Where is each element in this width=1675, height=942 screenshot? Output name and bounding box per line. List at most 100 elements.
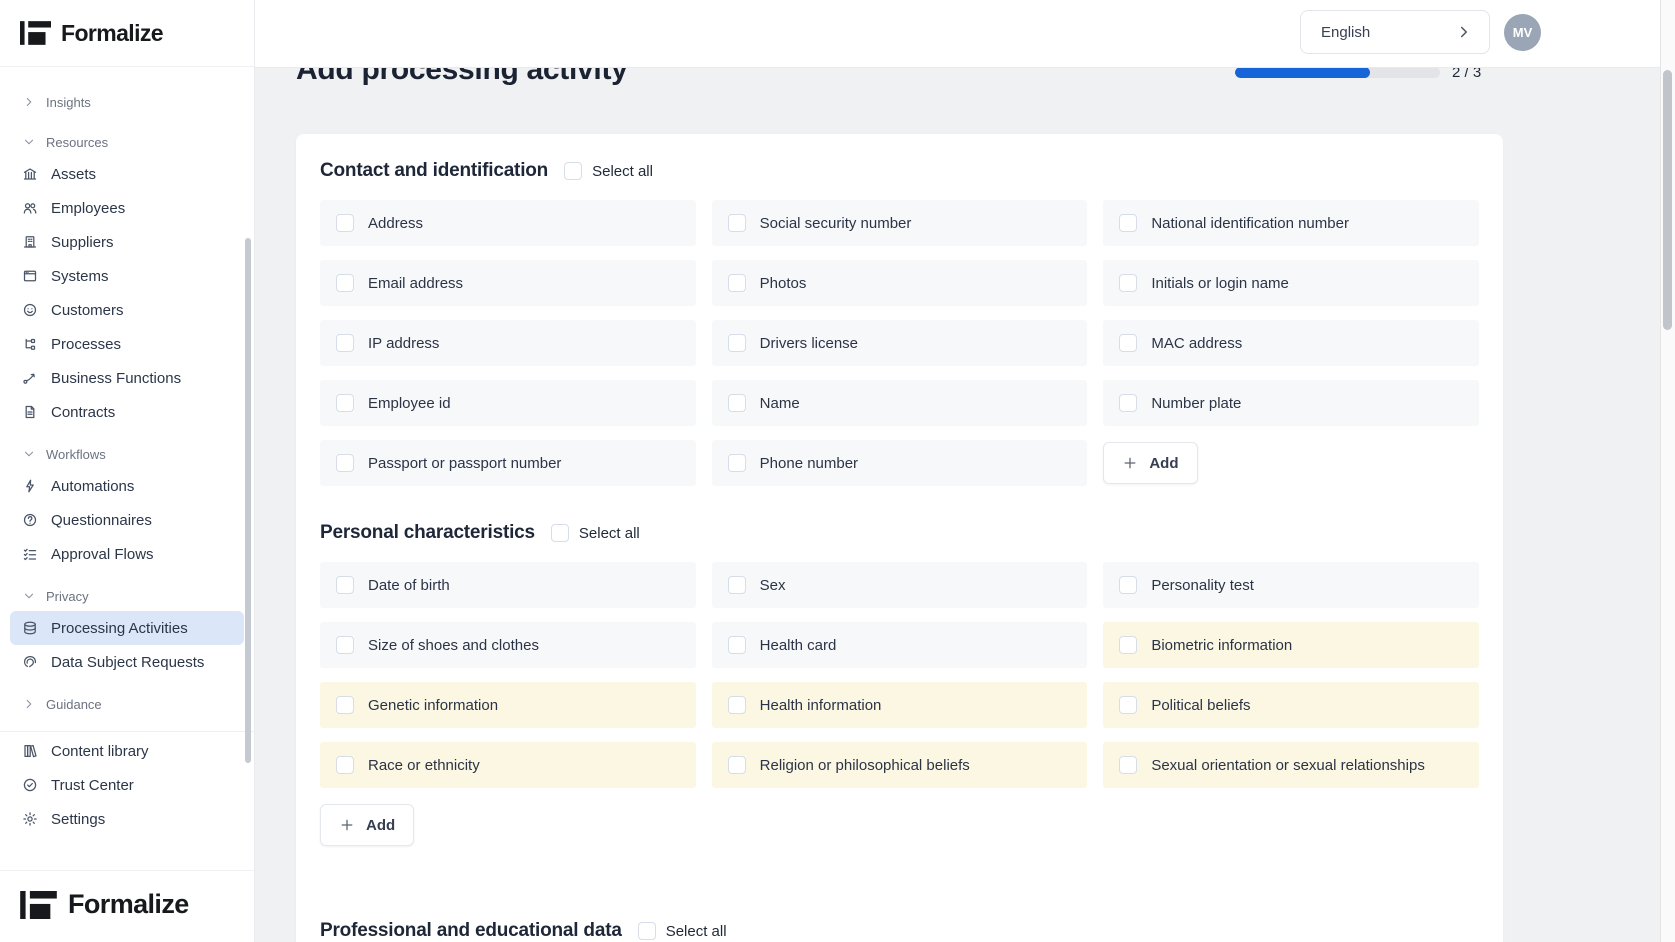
sidebar-item-label: Settings bbox=[51, 810, 106, 828]
checkbox[interactable] bbox=[336, 394, 354, 412]
option-biometric-information[interactable]: Biometric information bbox=[1103, 622, 1479, 668]
sidebar-item-processes[interactable]: Processes bbox=[10, 327, 244, 361]
checkbox[interactable] bbox=[727, 394, 746, 412]
option-date-of-birth[interactable]: Date of birth bbox=[320, 562, 696, 608]
option-label: Genetic information bbox=[368, 696, 499, 714]
data-category-grid: Date of birth Sex Personality test Size of … bbox=[320, 562, 1479, 788]
option-label: Health card bbox=[759, 636, 837, 654]
sidebar-group-resources[interactable]: Resources bbox=[10, 127, 244, 157]
option-email-address[interactable]: Email address bbox=[320, 260, 696, 306]
sidebar-item-automations[interactable]: Automations bbox=[10, 469, 244, 503]
option-label: Passport or passport number bbox=[368, 454, 562, 472]
option-address[interactable]: Address bbox=[320, 200, 696, 246]
option-label: Number plate bbox=[1151, 394, 1242, 412]
sidebar-group-insights[interactable]: Insights bbox=[10, 87, 244, 117]
chevron-right-icon bbox=[1460, 26, 1468, 38]
sidebar-item-customers[interactable]: Customers bbox=[10, 293, 244, 327]
option-sex[interactable]: Sex bbox=[711, 562, 1088, 608]
select-all-professional-and-educational-data[interactable]: Select all bbox=[637, 922, 727, 940]
option-initials-or-login-name[interactable]: Initials or login name bbox=[1103, 260, 1479, 306]
option-number-plate[interactable]: Number plate bbox=[1103, 380, 1479, 426]
option-political-beliefs[interactable]: Political beliefs bbox=[1103, 682, 1479, 728]
option-health-information[interactable]: Health information bbox=[711, 682, 1088, 728]
checkbox[interactable] bbox=[336, 756, 354, 774]
sidebar-item-data-subject-requests[interactable]: Data Subject Requests bbox=[10, 645, 244, 679]
checkbox[interactable] bbox=[1119, 756, 1138, 774]
checkbox[interactable] bbox=[336, 576, 354, 594]
checkbox[interactable] bbox=[336, 334, 354, 352]
option-sexual-orientation-or-sexual-relationships[interactable]: Sexual orientation or sexual relationshi… bbox=[1103, 742, 1479, 788]
checkbox[interactable] bbox=[727, 636, 746, 654]
sidebar-item-assets[interactable]: Assets bbox=[10, 157, 244, 191]
sidebar-group-guidance[interactable]: Guidance bbox=[10, 689, 244, 719]
sidebar-item-label: Questionnaires bbox=[51, 511, 152, 529]
page-scrollbar-thumb[interactable] bbox=[1663, 70, 1672, 330]
select-all-checkbox[interactable] bbox=[637, 922, 656, 940]
select-all-personal-characteristics[interactable]: Select all bbox=[550, 524, 640, 542]
sidebar-item-suppliers[interactable]: Suppliers bbox=[10, 225, 244, 259]
avatar[interactable]: MV bbox=[1504, 14, 1541, 51]
checkbox[interactable] bbox=[727, 576, 746, 594]
flow-icon bbox=[25, 338, 36, 350]
checkbox[interactable] bbox=[336, 454, 354, 472]
option-race-or-ethnicity[interactable]: Race or ethnicity bbox=[320, 742, 696, 788]
checkbox[interactable] bbox=[336, 274, 354, 292]
option-mac-address[interactable]: MAC address bbox=[1103, 320, 1479, 366]
option-social-security-number[interactable]: Social security number bbox=[711, 200, 1088, 246]
checkbox[interactable] bbox=[727, 214, 746, 232]
checkbox[interactable] bbox=[1119, 636, 1138, 654]
sidebar-item-settings[interactable]: Settings bbox=[10, 802, 244, 836]
option-drivers-license[interactable]: Drivers license bbox=[711, 320, 1088, 366]
sidebar-group-privacy[interactable]: Privacy bbox=[10, 581, 244, 611]
sidebar-item-processing-activities[interactable]: Processing Activities bbox=[10, 611, 244, 645]
checkbox[interactable] bbox=[1119, 394, 1138, 412]
option-photos[interactable]: Photos bbox=[711, 260, 1088, 306]
sidebar-item-systems[interactable]: Systems bbox=[10, 259, 244, 293]
option-health-card[interactable]: Health card bbox=[711, 622, 1088, 668]
select-all-checkbox[interactable] bbox=[564, 162, 583, 180]
sidebar-item-contracts[interactable]: Contracts bbox=[10, 395, 244, 429]
option-ip-address[interactable]: IP address bbox=[320, 320, 696, 366]
option-national-identification-number[interactable]: National identification number bbox=[1103, 200, 1479, 246]
option-employee-id[interactable]: Employee id bbox=[320, 380, 696, 426]
sidebar-item-trust-center[interactable]: Trust Center bbox=[10, 768, 244, 802]
sidebar-group-workflows[interactable]: Workflows bbox=[10, 439, 244, 469]
sidebar-item-employees[interactable]: Employees bbox=[10, 191, 244, 225]
checkbox[interactable] bbox=[727, 454, 746, 472]
checkbox[interactable] bbox=[727, 696, 746, 714]
option-label: Size of shoes and clothes bbox=[368, 636, 539, 654]
checkbox[interactable] bbox=[727, 274, 746, 292]
option-genetic-information[interactable]: Genetic information bbox=[320, 682, 696, 728]
select-all-contact-and-identification[interactable]: Select all bbox=[564, 162, 653, 180]
option-label: Date of birth bbox=[368, 576, 450, 594]
sidebar-item-approval-flows[interactable]: Approval Flows bbox=[10, 537, 244, 571]
option-personality-test[interactable]: Personality test bbox=[1103, 562, 1479, 608]
chevron-down-icon bbox=[24, 451, 34, 457]
checkbox[interactable] bbox=[727, 334, 746, 352]
checkbox[interactable] bbox=[1119, 696, 1138, 714]
checkbox[interactable] bbox=[336, 636, 354, 654]
option-name[interactable]: Name bbox=[711, 380, 1088, 426]
option-phone-number[interactable]: Phone number bbox=[711, 440, 1088, 486]
checkbox[interactable] bbox=[727, 756, 746, 774]
select-all-checkbox[interactable] bbox=[550, 524, 569, 542]
option-religion-or-philosophical-beliefs[interactable]: Religion or philosophical beliefs bbox=[711, 742, 1088, 788]
badge-check-icon bbox=[23, 778, 37, 792]
checkbox[interactable] bbox=[1119, 576, 1138, 594]
option-label: Name bbox=[759, 394, 800, 412]
sidebar-item-content-library[interactable]: Content library bbox=[10, 734, 244, 768]
option-size-of-shoes-and-clothes[interactable]: Size of shoes and clothes bbox=[320, 622, 696, 668]
sidebar-item-questionnaires[interactable]: Questionnaires bbox=[10, 503, 244, 537]
add-data-category-button[interactable]: Add bbox=[1103, 442, 1198, 484]
sidebar-item-business-functions[interactable]: Business Functions bbox=[10, 361, 244, 395]
language-selector-button[interactable]: English bbox=[1300, 10, 1490, 54]
sidebar-scrollbar-thumb[interactable] bbox=[245, 238, 251, 763]
checkbox[interactable] bbox=[336, 696, 354, 714]
checkbox[interactable] bbox=[1119, 214, 1138, 232]
checkbox[interactable] bbox=[336, 214, 354, 232]
option-passport-or-passport-number[interactable]: Passport or passport number bbox=[320, 440, 696, 486]
checkbox[interactable] bbox=[1119, 274, 1138, 292]
sidebar-item-label: Data Subject Requests bbox=[51, 653, 205, 671]
add-data-category-button[interactable]: Add bbox=[320, 804, 415, 846]
checkbox[interactable] bbox=[1119, 334, 1138, 352]
